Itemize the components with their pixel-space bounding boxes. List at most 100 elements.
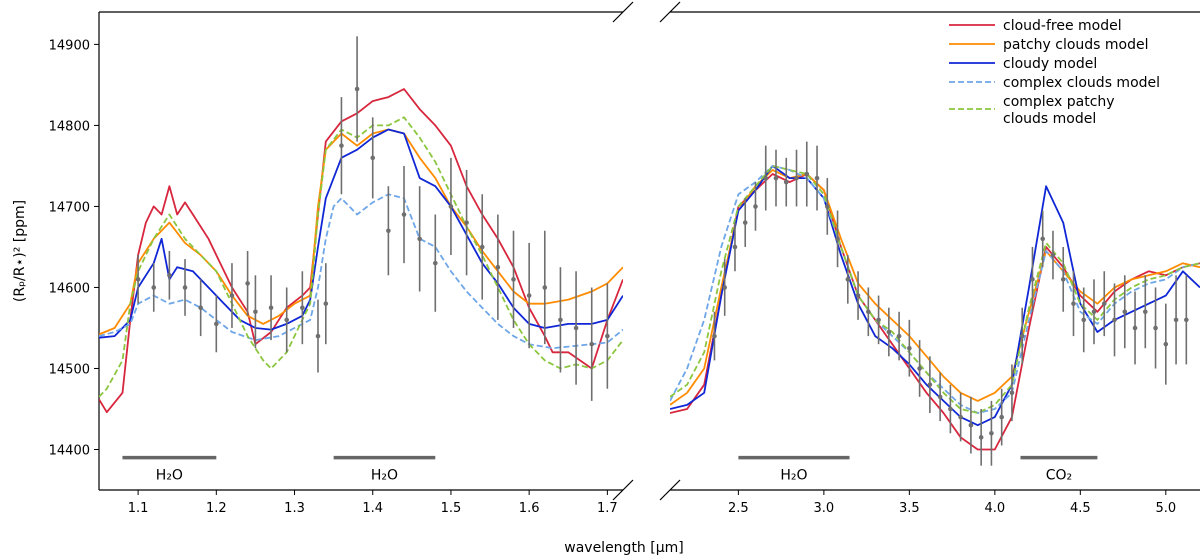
break-mark-top-right <box>659 1 681 23</box>
observation-point <box>401 212 407 217</box>
observation-point <box>558 317 563 323</box>
observation-point <box>968 422 974 428</box>
observation-point <box>783 179 789 185</box>
series-line-cloudy-model-right <box>670 164 1200 427</box>
observation-point <box>927 382 933 387</box>
legend-label-complex-clouds-model: complex clouds model <box>1003 75 1160 91</box>
observation-point <box>773 175 779 181</box>
y-tick-label: 14600 <box>49 281 90 296</box>
y-tick-label: 14700 <box>49 200 90 215</box>
observation-point <box>1050 252 1056 258</box>
left-panel-x-ticks: 1.1 1.2 1.3 1.4 1.5 1.6 1.7 <box>128 490 618 516</box>
y-tick-label: 14400 <box>49 443 90 458</box>
observation-point <box>742 220 748 225</box>
observation-point <box>1142 309 1148 315</box>
observation-point <box>182 285 188 290</box>
observation-point <box>1071 301 1076 306</box>
observation-point <box>151 285 157 290</box>
observation-point <box>1112 317 1117 323</box>
absorption-band-label: CO₂ <box>1046 468 1072 484</box>
observation-point <box>1030 277 1035 282</box>
y-axis-label: (Rₚ/R⋆)² [ppm] <box>12 200 28 302</box>
observation-point <box>866 309 871 315</box>
series-line-complex-clouds-model-left <box>99 193 623 350</box>
observation-point <box>1101 301 1107 306</box>
observation-point <box>835 236 840 242</box>
absorption-band-label: H₂O <box>371 468 398 484</box>
x-tick-label: 1.2 <box>206 501 227 516</box>
observation-point <box>978 435 984 440</box>
absorption-bands: H₂O H₂O H₂O CO₂ <box>122 455 1098 484</box>
left-panel-observations <box>135 36 610 401</box>
observation-point <box>370 155 376 161</box>
right-panel-series <box>670 164 1200 451</box>
observation-point <box>824 204 830 209</box>
observation-point <box>722 285 728 290</box>
observation-point <box>135 277 141 282</box>
observation-point <box>339 143 344 148</box>
observation-point <box>253 309 258 315</box>
series-line-complex-clouds-model-right <box>670 164 1200 414</box>
observation-point <box>937 394 943 400</box>
legend-label-cloudy-model: cloudy model <box>1003 56 1097 72</box>
observation-point <box>229 293 235 298</box>
x-tick-label: 3.0 <box>814 501 835 516</box>
observation-point <box>732 244 738 250</box>
observation-point <box>417 236 422 242</box>
observation-point <box>605 333 610 339</box>
observation-point <box>712 333 717 339</box>
observation-point <box>214 321 219 327</box>
observation-point <box>1009 390 1015 396</box>
x-tick-label: 4.0 <box>984 501 1005 516</box>
observation-point <box>315 333 321 339</box>
observation-point <box>948 406 953 412</box>
observation-point <box>464 220 469 225</box>
observation-point <box>1184 317 1189 323</box>
y-tick-label: 14800 <box>49 119 90 134</box>
x-tick-label: 1.4 <box>362 501 383 516</box>
x-axis-label: wavelength [μm] <box>564 540 683 556</box>
observation-point <box>589 341 595 347</box>
observation-point <box>300 305 305 311</box>
series-line-complex-patchy-clouds-model-left <box>99 116 623 398</box>
observation-point <box>1163 341 1169 347</box>
observation-point <box>245 281 250 286</box>
right-panel-observations <box>712 141 1189 466</box>
right-panel-frame <box>670 11 1200 491</box>
observation-point <box>284 317 290 323</box>
x-tick-label: 1.1 <box>128 501 149 516</box>
legend-label-cloud-free-model: cloud-free model <box>1003 18 1122 34</box>
observation-point <box>573 325 579 331</box>
observation-point <box>1173 317 1179 323</box>
series-line-cloud-free-model-right <box>670 173 1200 451</box>
observation-point <box>1060 277 1066 282</box>
x-tick-label: 1.3 <box>284 501 305 516</box>
observation-point <box>495 264 501 270</box>
legend: cloud-free model patchy clouds model cloud… <box>949 18 1160 127</box>
break-mark-bottom-right <box>659 479 681 501</box>
y-tick-label: 14900 <box>49 38 90 53</box>
observation-point <box>354 86 360 92</box>
break-mark-bottom-left <box>612 479 634 501</box>
observation-point <box>432 260 438 266</box>
break-mark-top-left <box>612 1 634 23</box>
observation-point <box>753 204 758 209</box>
observation-point <box>794 175 799 181</box>
observation-point <box>814 175 820 181</box>
observation-point <box>1153 325 1158 331</box>
observation-point <box>917 366 922 371</box>
observation-point <box>958 414 963 420</box>
observation-point <box>1040 236 1046 242</box>
observation-point <box>268 305 274 311</box>
observation-point <box>1019 333 1025 339</box>
observation-point <box>886 329 892 335</box>
right-panel-x-ticks: 2.5 3.0 3.5 4.0 4.5 5.0 <box>728 490 1176 516</box>
observation-point <box>989 430 994 436</box>
observation-point <box>386 228 391 234</box>
x-tick-label: 5.0 <box>1155 501 1176 516</box>
x-tick-label: 1.7 <box>597 501 618 516</box>
observation-point <box>448 204 454 209</box>
observation-point <box>167 273 172 278</box>
observation-point <box>804 171 810 177</box>
